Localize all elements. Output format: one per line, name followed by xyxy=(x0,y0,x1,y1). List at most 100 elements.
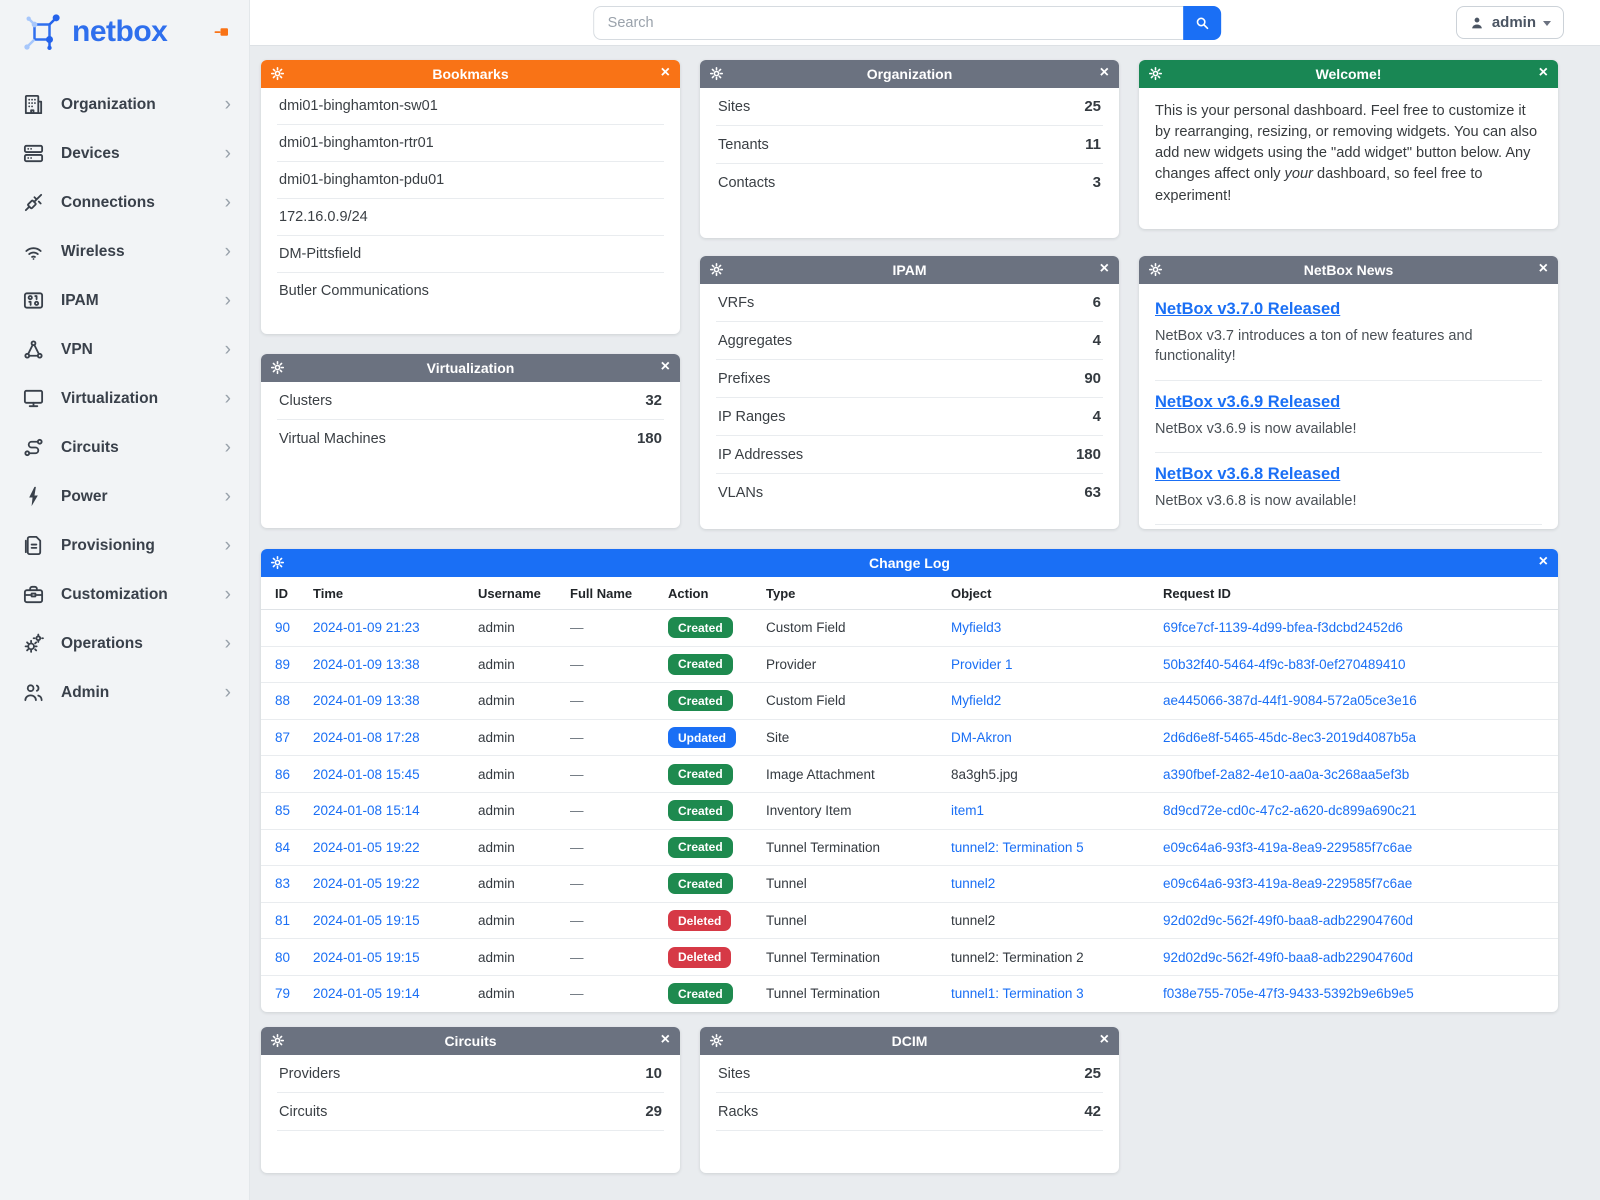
changelog-object-link[interactable]: tunnel2 xyxy=(951,876,996,892)
changelog-request-link[interactable]: 8d9cd72e-cd0c-47c2-a620-dc899a690c21 xyxy=(1163,803,1417,819)
stat-row[interactable]: Racks 42 xyxy=(716,1093,1103,1132)
changelog-request-link[interactable]: f038e755-705e-47f3-9433-5392b9e6b9e5 xyxy=(1163,986,1414,1002)
changelog-time-link[interactable]: 2024-01-09 13:38 xyxy=(313,693,420,709)
sidebar-item-operations[interactable]: Operations › xyxy=(0,619,249,668)
changelog-id-link[interactable]: 85 xyxy=(275,803,291,819)
changelog-time-link[interactable]: 2024-01-08 15:14 xyxy=(313,803,420,819)
sidebar-item-power[interactable]: Power › xyxy=(0,472,249,521)
changelog-id-link[interactable]: 87 xyxy=(275,730,291,746)
gear-icon[interactable] xyxy=(1148,66,1163,81)
changelog-object-link[interactable]: tunnel1: Termination 3 xyxy=(951,986,1084,1002)
gear-icon[interactable] xyxy=(270,555,285,570)
changelog-request-link[interactable]: e09c64a6-93f3-419a-8ea9-229585f7c6ae xyxy=(1163,839,1413,855)
close-icon[interactable]: × xyxy=(1538,260,1548,277)
sidebar-item-provisioning[interactable]: Provisioning › xyxy=(0,521,249,570)
gear-icon[interactable] xyxy=(1148,262,1163,277)
sidebar-item-ipam[interactable]: IPAM › xyxy=(0,276,249,325)
changelog-id-link[interactable]: 88 xyxy=(275,693,291,709)
changelog-request-link[interactable]: e09c64a6-93f3-419a-8ea9-229585f7c6ae xyxy=(1163,876,1413,892)
stat-row[interactable]: Clusters 32 xyxy=(277,382,664,420)
changelog-time-link[interactable]: 2024-01-09 21:23 xyxy=(313,620,420,636)
stat-row[interactable]: IP Ranges 4 xyxy=(716,398,1103,436)
changelog-request-link[interactable]: a390fbef-2a82-4e10-aa0a-3c268aa5ef3b xyxy=(1163,766,1410,782)
changelog-time-link[interactable]: 2024-01-05 19:22 xyxy=(313,876,420,892)
pin-icon[interactable] xyxy=(213,23,231,41)
changelog-time-link[interactable]: 2024-01-05 19:15 xyxy=(313,913,420,929)
stat-row[interactable]: Sites 25 xyxy=(716,1055,1103,1094)
stat-row[interactable]: Tenants 11 xyxy=(716,126,1103,164)
changelog-request-link[interactable]: 92d02d9c-562f-49f0-baa8-adb22904760d xyxy=(1163,913,1413,929)
sidebar-item-devices[interactable]: Devices › xyxy=(0,129,249,178)
gear-icon[interactable] xyxy=(709,262,724,277)
bookmark-item[interactable]: Butler Communications xyxy=(277,273,664,309)
changelog-id-link[interactable]: 86 xyxy=(275,766,291,782)
bookmark-item[interactable]: 172.16.0.9/24 xyxy=(277,199,664,236)
close-icon[interactable]: × xyxy=(660,64,670,81)
changelog-time-link[interactable]: 2024-01-08 15:45 xyxy=(313,766,420,782)
stat-row[interactable]: Providers 10 xyxy=(277,1055,664,1094)
close-icon[interactable]: × xyxy=(660,358,670,375)
changelog-time-link[interactable]: 2024-01-08 17:28 xyxy=(313,730,420,746)
sidebar-item-virtualization[interactable]: Virtualization › xyxy=(0,374,249,423)
close-icon[interactable]: × xyxy=(1538,64,1548,81)
changelog-time-link[interactable]: 2024-01-05 19:22 xyxy=(313,839,420,855)
gear-icon[interactable] xyxy=(270,1033,285,1048)
stat-row[interactable]: Aggregates 4 xyxy=(716,322,1103,360)
changelog-object-link[interactable]: Provider 1 xyxy=(951,656,1013,672)
news-title-link[interactable]: NetBox v3.6.8 Released xyxy=(1155,464,1341,483)
stat-row[interactable]: VLANs 63 xyxy=(716,474,1103,511)
bookmark-item[interactable]: dmi01-binghamton-rtr01 xyxy=(277,125,664,162)
changelog-request-link[interactable]: ae445066-387d-44f1-9084-572a05ce3e16 xyxy=(1163,693,1417,709)
changelog-id-link[interactable]: 90 xyxy=(275,620,291,636)
search-button[interactable] xyxy=(1182,5,1221,40)
search-input[interactable] xyxy=(592,5,1183,40)
bookmark-item[interactable]: DM-Pittsfield xyxy=(277,236,664,273)
close-icon[interactable]: × xyxy=(1099,1031,1109,1049)
changelog-object-link[interactable]: tunnel2: Termination 5 xyxy=(951,839,1084,855)
close-icon[interactable]: × xyxy=(1099,64,1109,81)
changelog-object-link[interactable]: item1 xyxy=(951,803,985,819)
close-icon[interactable]: × xyxy=(1099,260,1109,277)
news-title-link[interactable]: NetBox v3.6.9 Released xyxy=(1155,392,1341,411)
changelog-time-link[interactable]: 2024-01-09 13:38 xyxy=(313,656,420,672)
close-icon[interactable]: × xyxy=(1538,553,1548,570)
sidebar-item-admin[interactable]: Admin › xyxy=(0,668,249,717)
sidebar-item-customization[interactable]: Customization › xyxy=(0,570,249,619)
changelog-id-link[interactable]: 79 xyxy=(275,986,291,1002)
changelog-id-link[interactable]: 81 xyxy=(275,913,291,929)
changelog-object-link[interactable]: Myfield2 xyxy=(951,693,1002,709)
changelog-time-link[interactable]: 2024-01-05 19:14 xyxy=(313,986,420,1002)
stat-row[interactable]: VRFs 6 xyxy=(716,284,1103,322)
changelog-request-link[interactable]: 2d6d6e8f-5465-45dc-8ec3-2019d4087b5a xyxy=(1163,730,1416,746)
gear-icon[interactable] xyxy=(270,360,285,375)
bookmark-item[interactable]: dmi01-binghamton-sw01 xyxy=(277,88,664,125)
sidebar-item-wireless[interactable]: Wireless › xyxy=(0,227,249,276)
sidebar-item-vpn[interactable]: VPN › xyxy=(0,325,249,374)
changelog-id-link[interactable]: 84 xyxy=(275,839,291,855)
sidebar-item-connections[interactable]: Connections › xyxy=(0,178,249,227)
stat-row[interactable]: IP Addresses 180 xyxy=(716,436,1103,474)
stat-row[interactable]: Contacts 3 xyxy=(716,164,1103,201)
stat-row[interactable]: Circuits 29 xyxy=(277,1093,664,1132)
stat-row[interactable]: Virtual Machines 180 xyxy=(277,420,664,457)
changelog-id-link[interactable]: 83 xyxy=(275,876,291,892)
changelog-id-link[interactable]: 80 xyxy=(275,949,291,965)
gear-icon[interactable] xyxy=(709,1033,724,1048)
user-menu-button[interactable]: admin xyxy=(1455,6,1564,39)
close-icon[interactable]: × xyxy=(660,1031,670,1049)
sidebar-item-organization[interactable]: Organization › xyxy=(0,80,249,129)
gear-icon[interactable] xyxy=(709,66,724,81)
changelog-request-link[interactable]: 92d02d9c-562f-49f0-baa8-adb22904760d xyxy=(1163,949,1413,965)
changelog-id-link[interactable]: 89 xyxy=(275,656,291,672)
stat-row[interactable]: Prefixes 90 xyxy=(716,360,1103,398)
bookmark-item[interactable]: dmi01-binghamton-pdu01 xyxy=(277,162,664,199)
stat-row[interactable]: Sites 25 xyxy=(716,88,1103,126)
sidebar-item-circuits[interactable]: Circuits › xyxy=(0,423,249,472)
changelog-request-link[interactable]: 50b32f40-5464-4f9c-b83f-0ef270489410 xyxy=(1163,656,1406,672)
changelog-object-link[interactable]: Myfield3 xyxy=(951,620,1002,636)
changelog-request-link[interactable]: 69fce7cf-1139-4d99-bfea-f3dcbd2452d6 xyxy=(1163,620,1403,636)
news-title-link[interactable]: NetBox v3.7.0 Released xyxy=(1155,300,1341,318)
changelog-time-link[interactable]: 2024-01-05 19:15 xyxy=(313,949,420,965)
changelog-object-link[interactable]: DM-Akron xyxy=(951,730,1012,746)
gear-icon[interactable] xyxy=(270,66,285,81)
